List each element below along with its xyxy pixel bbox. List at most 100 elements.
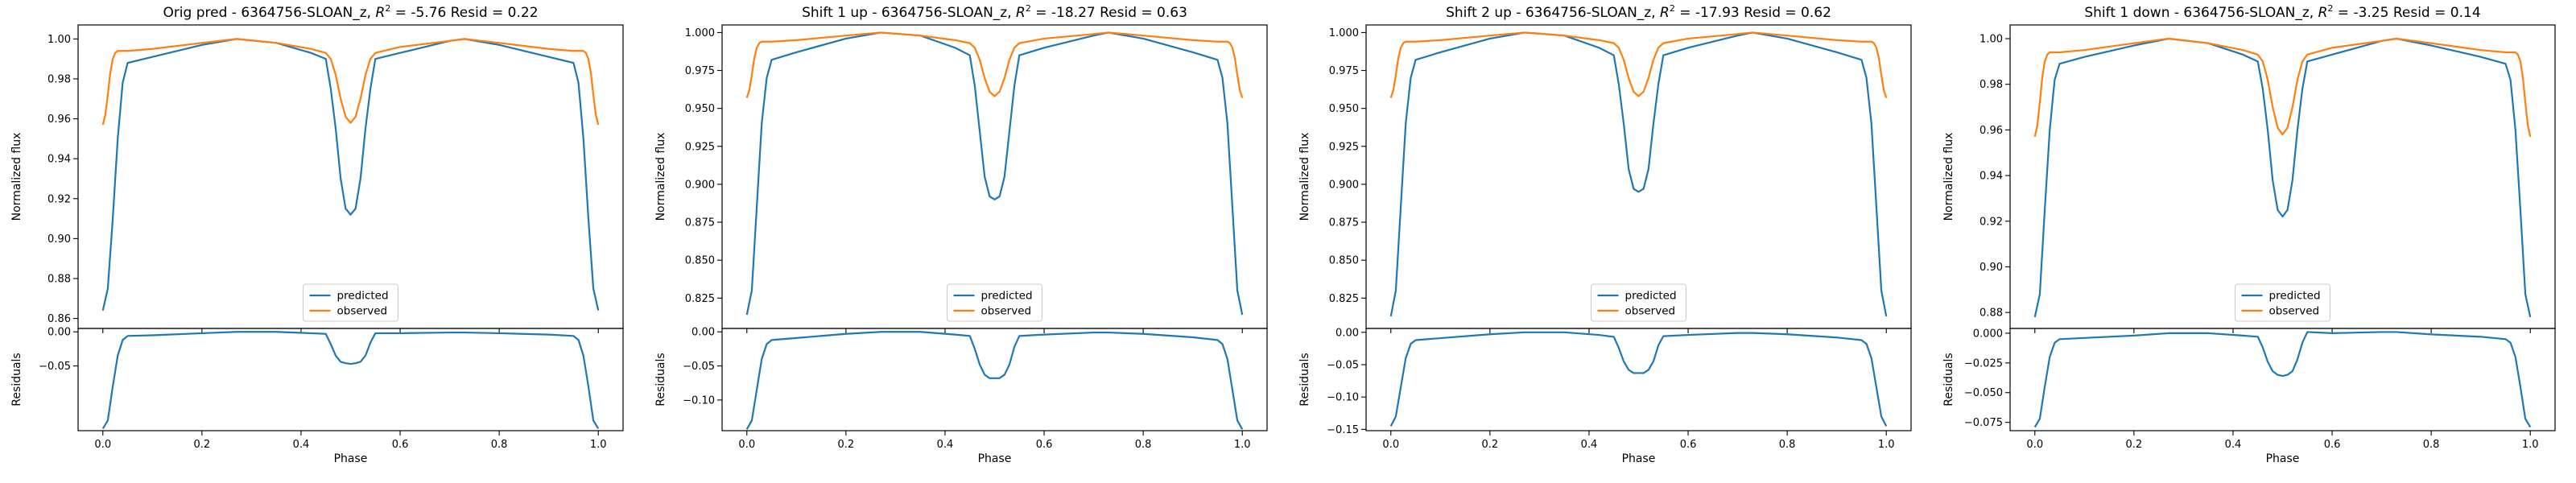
subplot-4: Shift 1 down - 6364756-SLOAN_z, R2 = -3.…: [1942, 3, 2556, 465]
subplot-title: Shift 1 up - 6364756-SLOAN_z, R2 = -18.2…: [802, 3, 1187, 21]
legend: predicted observed: [947, 283, 1042, 322]
title-suffix: = -18.27 Resid = 0.63: [1031, 5, 1187, 21]
series-line-predicted: [101, 38, 600, 311]
top-axes: 0.86 0.88 0.90 0.92 0.94 0.96 0.98 1.00 Normaliz…: [10, 24, 624, 333]
y-tick-label: 0.96: [47, 114, 71, 126]
legend-box: [2235, 283, 2330, 322]
y-tick-label: 0.00: [691, 327, 715, 339]
top-frame: [1365, 24, 1912, 329]
subplot-title: Shift 1 down - 6364756-SLOAN_z, R2 = -3.…: [2084, 3, 2480, 21]
legend-label-predicted: predicted: [1625, 290, 1677, 303]
y-tick-label: 0.98: [47, 73, 71, 85]
series-line-predicted: [2033, 37, 2532, 318]
x-tick-label: 0.8: [2423, 439, 2440, 451]
y-tick-label: −0.10: [1327, 392, 1359, 404]
ylabel-flux: Normalized flux: [10, 133, 23, 221]
y-tick-label: 0.92: [47, 193, 71, 205]
y-tick-label: 0.88: [1979, 308, 2003, 320]
x-tick-label: 1.0: [2522, 439, 2539, 451]
series-line-observed: [2033, 37, 2532, 138]
x-tick-label: 0.4: [2225, 439, 2242, 451]
y-tick-label: 0.825: [1329, 293, 1359, 305]
legend-label-observed: observed: [337, 305, 388, 318]
title-r-sup: 2: [2327, 3, 2333, 14]
ylabel-flux: Normalized flux: [1942, 133, 1955, 221]
y-tick-label: 0.98: [1979, 79, 2003, 91]
title-prefix: Orig pred - 6364756-SLOAN_z,: [163, 5, 375, 21]
series-line-predicted: [745, 31, 1244, 316]
legend-box: [303, 283, 398, 322]
y-tick-label: 0.900: [1329, 179, 1359, 191]
y-tick-label: 0.96: [1979, 125, 2003, 137]
subplot-2: Shift 1 up - 6364756-SLOAN_z, R2 = -18.2…: [654, 3, 1268, 465]
top-frame: [721, 24, 1268, 329]
legend-label-observed: observed: [981, 305, 1032, 318]
y-tick-label: 1.000: [685, 27, 715, 39]
title-prefix: Shift 1 up - 6364756-SLOAN_z,: [802, 5, 1016, 21]
y-tick-label: 0.975: [1329, 65, 1359, 77]
bottom-series-group: [101, 331, 600, 430]
top-axes: 0.825 0.850 0.875 0.900 0.925 0.950 0.975 1.000…: [654, 24, 1268, 333]
legend: predicted observed: [2235, 283, 2330, 322]
y-tick-label: 0.900: [685, 179, 715, 191]
y-tick-label: 0.850: [685, 255, 715, 267]
x-tick-label: 0.8: [491, 439, 508, 451]
y-tick-label: 0.94: [47, 154, 71, 166]
x-tick-label: 0.6: [392, 439, 409, 451]
y-tick-label: 0.950: [685, 103, 715, 115]
y-tick-label: −0.075: [1964, 417, 2003, 429]
y-tick-label: 1.00: [47, 34, 71, 46]
title-suffix: = -3.25 Resid = 0.14: [2333, 5, 2480, 21]
y-tick-label: 0.925: [685, 141, 715, 153]
ylabel-flux: Normalized flux: [654, 133, 667, 221]
subplot-3: Shift 2 up - 6364756-SLOAN_z, R2 = -17.9…: [1298, 3, 1912, 465]
title-r: R: [1660, 5, 1670, 21]
top-series-group: [745, 31, 1244, 316]
y-tick-label: −0.15: [1327, 424, 1359, 436]
series-line-predicted: [1389, 31, 1888, 317]
y-tick-label: 0.875: [1329, 217, 1359, 229]
legend-box: [947, 283, 1042, 322]
x-tick-label: 0.0: [738, 439, 755, 451]
series-line-residual: [2033, 331, 2532, 428]
y-tick-label: 0.825: [685, 293, 715, 305]
y-tick-label: 0.86: [47, 313, 71, 325]
title-r: R: [1016, 5, 1026, 21]
bottom-axes: 0.00 −0.05 0.0 0.2 0.4 0.6 0.8 1.0 Residuals: [10, 327, 624, 451]
top-frame: [2009, 24, 2556, 329]
legend-label-observed: observed: [2269, 305, 2320, 318]
y-tick-label: 0.00: [47, 327, 71, 339]
title-r: R: [2318, 5, 2328, 21]
y-tick-label: 1.000: [1329, 27, 1359, 39]
legend: predicted observed: [1591, 283, 1686, 322]
y-tick-label: −0.050: [1964, 387, 2003, 399]
title-prefix: Shift 1 down - 6364756-SLOAN_z,: [2084, 5, 2318, 21]
x-tick-label: 0.0: [1382, 439, 1399, 451]
x-tick-label: 0.6: [1680, 439, 1697, 451]
xlabel-phase: Phase: [334, 452, 368, 465]
y-tick-label: 0.00: [1335, 327, 1359, 339]
xlabel-phase: Phase: [2266, 452, 2300, 465]
series-line-observed: [101, 38, 600, 126]
series-line-residual: [745, 331, 1244, 430]
subplot-1: Orig pred - 6364756-SLOAN_z, R2 = -5.76 …: [10, 3, 624, 465]
y-tick-label: −0.05: [683, 361, 715, 373]
xlabel-phase: Phase: [1622, 452, 1656, 465]
y-tick-label: −0.05: [1327, 360, 1359, 372]
x-tick-label: 1.0: [590, 439, 607, 451]
y-tick-label: 0.875: [685, 217, 715, 229]
y-tick-label: 0.950: [1329, 103, 1359, 115]
y-tick-label: −0.05: [39, 361, 71, 373]
title-r-sup: 2: [385, 3, 390, 14]
legend-box: [1591, 283, 1686, 322]
top-series-group: [1389, 31, 1888, 317]
series-line-residual: [101, 331, 600, 430]
x-tick-label: 0.6: [1036, 439, 1053, 451]
x-tick-label: 0.4: [293, 439, 310, 451]
bottom-axes: 0.00 −0.05 −0.10 −0.15 0.0 0.2 0.4 0.6 0.8 1.0 Res…: [1298, 327, 1912, 451]
series-line-observed: [745, 31, 1244, 98]
top-series-group: [101, 38, 600, 311]
x-tick-label: 1.0: [1878, 439, 1895, 451]
x-tick-label: 0.6: [2324, 439, 2341, 451]
